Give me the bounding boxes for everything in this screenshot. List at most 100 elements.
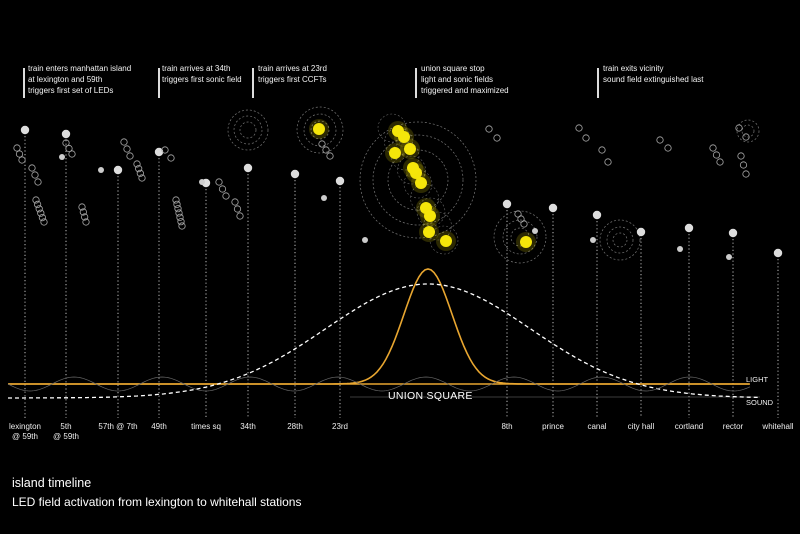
led-ring-chain (712, 151, 721, 159)
led-node (98, 167, 104, 173)
led-ring-chain (31, 171, 39, 179)
annotation-union-square: union square stop light and sonic fields… (421, 64, 509, 95)
station-label: 28th (287, 422, 303, 431)
light-field-ring (423, 211, 452, 241)
station-marker (290, 169, 300, 179)
station-label: rector (722, 422, 744, 431)
led-lit (404, 143, 416, 155)
station-label: 8th (501, 422, 513, 431)
led-ring-chain (485, 125, 493, 133)
station-marker (61, 129, 71, 139)
station-label: prince (542, 422, 564, 431)
led-ring-chain (173, 200, 181, 208)
sonic-field-ring (502, 219, 538, 255)
sonic-field-ring (303, 113, 337, 147)
station-marker (548, 203, 558, 213)
led-ring-chain (40, 218, 48, 226)
led-ring-chain (575, 124, 583, 132)
led-node (59, 154, 65, 160)
led-ring-chain (520, 220, 528, 228)
led-ring-chain (79, 208, 87, 216)
station-label: 34th (240, 422, 256, 431)
led-ring-chain (35, 205, 43, 213)
sonic-field-ring (372, 134, 464, 226)
led-ring-chain (136, 169, 144, 177)
sonic-field-ring (606, 226, 634, 254)
station-label: lexington @ 59th (8, 422, 42, 441)
led-ring-chain (493, 134, 501, 142)
sonic-field-ring (227, 109, 269, 151)
led-ring-chain (177, 218, 185, 226)
sonic-field-ring (239, 121, 257, 139)
station-label: cortland (674, 422, 704, 431)
led-ring-chain (37, 209, 45, 217)
led-ring-chain (15, 150, 24, 158)
led-ring-chain (656, 136, 664, 144)
led-node (362, 237, 368, 243)
led-ring-chain (598, 146, 606, 154)
led-ring-chain (222, 192, 230, 200)
led-ring-chain (28, 164, 36, 172)
led-ring-chain (742, 133, 750, 141)
led-ring-chain (604, 158, 612, 166)
led-ring-chain (737, 152, 745, 160)
led-ring-chain (178, 222, 186, 230)
station-marker (728, 228, 738, 238)
annotation-34th: train arrives at 34th triggers first son… (162, 64, 242, 84)
led-ring-chain (135, 165, 143, 173)
led-ring-chain (175, 209, 183, 217)
led-node (321, 195, 327, 201)
led-lit (424, 210, 436, 222)
led-ring-chain (322, 146, 330, 154)
led-ring-chain (120, 138, 128, 146)
union-square-label: UNION SQUARE (388, 390, 473, 402)
led-ring-chain (739, 161, 748, 169)
led-ring-chain (38, 214, 47, 222)
station-marker (636, 227, 646, 237)
led-node (532, 228, 538, 234)
led-lit (389, 147, 401, 159)
sonic-field-ring (599, 219, 641, 261)
led-ring-chain (742, 170, 750, 178)
station-label: 5th @ 59th (53, 422, 79, 441)
station-label: times sq (191, 422, 221, 431)
led-ring-chain (123, 145, 131, 153)
sound-oscillation (7, 376, 751, 392)
led-ring-chain (735, 124, 743, 132)
station-label: 49th (151, 422, 167, 431)
led-node (590, 237, 596, 243)
led-ring-chain (78, 203, 86, 211)
light-field-ring (377, 113, 407, 143)
led-ring-chain (709, 144, 717, 152)
led-lit (440, 235, 452, 247)
led-ring-chain (716, 158, 724, 166)
led-ring-chain (664, 144, 672, 152)
sonic-field-ring (310, 120, 330, 140)
station-marker (20, 125, 30, 135)
light-curve (8, 268, 749, 385)
station-marker (154, 147, 164, 157)
caption-subtitle: LED field activation from lexington to w… (12, 495, 302, 509)
sound-curve-label: SOUND (746, 398, 774, 407)
led-ring-chain (68, 150, 76, 158)
sonic-field-ring (296, 106, 344, 154)
led-lit (520, 236, 532, 248)
station-marker (684, 223, 694, 233)
led-node (199, 179, 205, 185)
led-lit (415, 177, 427, 189)
led-ring-chain (172, 196, 180, 204)
sonic-field-ring (741, 124, 755, 138)
sonic-field-ring (387, 149, 449, 211)
led-node (677, 246, 683, 252)
led-ring-chain (133, 160, 141, 168)
led-lit (398, 131, 410, 143)
station-label: 57th @ 7th (98, 422, 138, 431)
station-label: city hall (627, 422, 655, 431)
station-marker (773, 248, 783, 258)
sonic-field-ring (612, 232, 628, 248)
sonic-field-ring (359, 121, 477, 239)
annotation-exit: train exits vicinity sound field extingu… (603, 64, 704, 84)
light-field-ring (397, 155, 426, 185)
sonic-field-ring (493, 210, 547, 264)
